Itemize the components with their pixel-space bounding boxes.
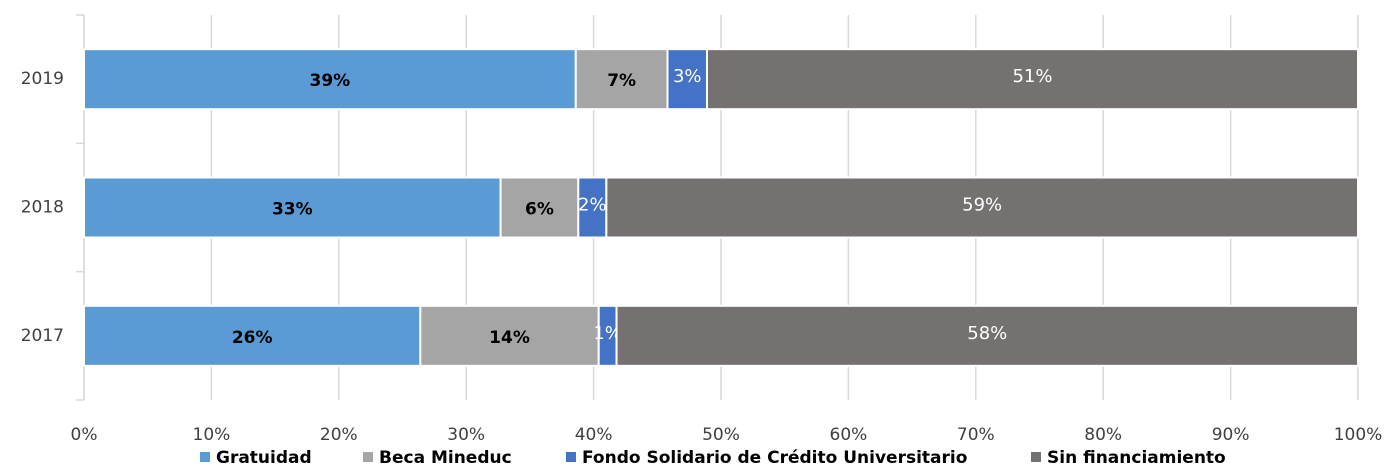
- data-label: 6%: [525, 200, 554, 220]
- data-label: 26%: [232, 328, 273, 348]
- legend-label: Sin financiamiento: [1047, 448, 1226, 467]
- legend-label: Fondo Solidario de Crédito Universitario: [582, 448, 967, 467]
- bar-segment: [705, 48, 1359, 111]
- data-label: 7%: [607, 71, 636, 91]
- bar-segment: [615, 304, 1359, 367]
- data-label: 58%: [967, 323, 1007, 344]
- bar-segment: [419, 304, 600, 367]
- x-tick-label: 70%: [957, 425, 995, 445]
- data-label: 3%: [673, 66, 702, 87]
- x-tick-label: 0%: [71, 425, 98, 445]
- data-label: 1%: [593, 323, 622, 344]
- data-label: 59%: [962, 195, 1002, 216]
- legend-label: Gratuidad: [216, 448, 312, 467]
- x-tick-label: 40%: [575, 425, 613, 445]
- x-tick-label: 90%: [1212, 425, 1250, 445]
- data-label: 2%: [578, 195, 607, 216]
- bar-segment: [605, 176, 1359, 239]
- legend-swatch: [363, 452, 373, 462]
- bar-segment: [83, 176, 502, 239]
- bar-segment: [574, 48, 669, 111]
- x-tick-label: 80%: [1084, 425, 1122, 445]
- x-tick-label: 10%: [193, 425, 231, 445]
- data-label: 51%: [1012, 66, 1052, 87]
- x-tick-label: 50%: [702, 425, 740, 445]
- x-tick-label: 20%: [320, 425, 358, 445]
- legend-swatch: [1031, 452, 1041, 462]
- x-tick-label: 60%: [830, 425, 868, 445]
- legend-label: Beca Mineduc: [379, 448, 512, 467]
- y-tick-label: 2019: [21, 69, 64, 89]
- data-label: 14%: [489, 328, 530, 348]
- legend-swatch: [200, 452, 210, 462]
- x-tick-label: 30%: [447, 425, 485, 445]
- bar-segment: [666, 48, 708, 111]
- x-tick-label: 100%: [1334, 425, 1383, 445]
- y-tick-label: 2017: [21, 326, 64, 346]
- bar-segment: [83, 304, 422, 367]
- bar-segment: [83, 48, 577, 111]
- bar-segment: [499, 176, 580, 239]
- data-label: 33%: [272, 200, 313, 220]
- y-tick-label: 2018: [21, 198, 64, 218]
- bar-segment: [577, 176, 608, 239]
- data-label: 39%: [310, 71, 351, 91]
- legend-swatch: [566, 452, 576, 462]
